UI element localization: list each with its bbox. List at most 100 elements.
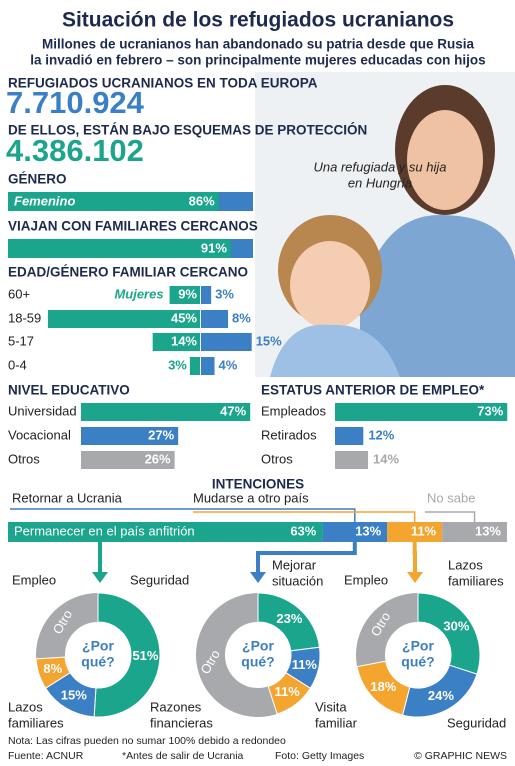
bar (201, 310, 229, 328)
category-label: Empleados (261, 403, 327, 418)
value-label: 11% (292, 657, 318, 672)
section-title: GÉNERO (8, 172, 67, 187)
value-label: 3% (168, 357, 187, 372)
stat-value: 7.710.924 (6, 85, 145, 120)
bar-segment (8, 522, 323, 542)
note: Nota: Las cifras pueden no sumar 100% de… (8, 735, 286, 747)
bar (81, 403, 251, 421)
value-label: 8% (232, 310, 251, 325)
value-label: 51% (132, 648, 158, 663)
bar (335, 427, 364, 445)
value-label: 11% (411, 523, 437, 538)
category-label: familiares (448, 573, 504, 588)
category-label: Retornar a Ucrania (12, 490, 123, 505)
bar (81, 451, 175, 469)
donut-hole (386, 623, 450, 687)
category-label: financieras (150, 715, 213, 730)
value-label: 73% (477, 403, 503, 418)
bar-segment (442, 522, 507, 542)
stat-label: REFUGIADOS UCRANIANOS EN TODA EUROPA (8, 76, 318, 91)
bar (8, 192, 219, 211)
photo-credit: Foto: Getty Images (275, 750, 364, 762)
category-label: Empleo (344, 572, 388, 587)
bar (81, 427, 179, 445)
legend-label: Mujeres (114, 286, 163, 301)
category-label: Universidad (8, 403, 77, 418)
bar (201, 333, 252, 351)
value-label: 15% (61, 687, 87, 702)
donut-hole (226, 623, 290, 687)
bracket (425, 511, 476, 522)
bracket (10, 508, 356, 522)
value-label: 24% (428, 688, 454, 703)
bar (201, 357, 215, 375)
bar-segment (387, 522, 443, 542)
category-label: Lazos (448, 557, 483, 572)
value-label: 15% (256, 333, 282, 348)
center-label: ¿Por (242, 638, 274, 654)
arrow-head (407, 572, 423, 583)
photo-caption: en Hungría (348, 175, 412, 190)
arrow-head (92, 572, 108, 583)
source: Fuente: ACNUR (8, 750, 84, 762)
center-label: qué? (401, 654, 434, 670)
bar (335, 403, 508, 421)
category-label: Permanecer en el país anfitrión (14, 523, 195, 538)
category-label: 60+ (8, 286, 30, 301)
donut-segment (267, 671, 312, 715)
bar-segment (322, 522, 388, 542)
value-label: 47% (220, 403, 246, 418)
category-label: Otros (261, 451, 293, 466)
category-label: Mudarse a otro país (193, 490, 309, 505)
stat-value: 4.386.102 (6, 133, 144, 168)
bar (169, 286, 200, 304)
category-label: familiares (8, 715, 64, 730)
value-label: 26% (145, 451, 171, 466)
value-label: 3% (215, 286, 234, 301)
category-label: Retirados (261, 427, 317, 442)
category-label: Femenino (14, 193, 75, 208)
subtitle: Millones de ucranianos han abandonado su… (42, 37, 475, 52)
category-label: Visita (315, 699, 347, 714)
value-label: 30% (443, 619, 469, 634)
category-label: situación (272, 573, 323, 588)
stat-label: DE ELLOS, ESTÁN BAJO ESQUEMAS DE PROTECC… (8, 123, 367, 138)
footnote: *Antes de salir de Ucrania (122, 750, 244, 762)
donut-segment (93, 592, 161, 718)
category-label: 18-59 (8, 310, 41, 325)
value-label: 91% (201, 240, 227, 255)
category-label: 0-4 (8, 357, 27, 372)
donut-hole (66, 623, 130, 687)
value-label: 23% (276, 611, 302, 626)
section-title: VIAJAN CON FAMILIARES CERCANOS (8, 219, 258, 234)
value-label: 18% (370, 679, 396, 694)
category-label: Seguridad (447, 715, 506, 730)
arrow (256, 542, 357, 575)
center-label: ¿Por (402, 638, 434, 654)
section-title: INTENCIONES (212, 477, 304, 492)
center-label: qué? (81, 654, 114, 670)
category-label: familiar (315, 715, 358, 730)
subtitle: la invadió en febrero – son principalmen… (30, 53, 485, 68)
bar (189, 357, 200, 375)
value-label: 27% (148, 427, 174, 442)
bar (335, 451, 369, 469)
center-label: ¿Por (82, 638, 114, 654)
category-label: No sabe (427, 490, 475, 505)
value-label: 63% (290, 523, 316, 538)
section-title: NIVEL EDUCATIVO (8, 383, 130, 398)
bar (47, 310, 201, 328)
bar (8, 239, 231, 258)
value-label: 13% (475, 523, 501, 538)
value-label: 14% (373, 451, 399, 466)
category-label: Vocacional (8, 427, 71, 442)
value-label: 11% (274, 684, 300, 699)
category-label: Empleo (12, 572, 56, 587)
category-label: Lazos (8, 699, 43, 714)
title: Situación de los refugiados ucranianos (62, 9, 454, 32)
arrow-head (250, 572, 266, 583)
value-label: 4% (219, 357, 238, 372)
donut-segment (417, 592, 481, 675)
category-label: Mejorar (272, 557, 317, 572)
